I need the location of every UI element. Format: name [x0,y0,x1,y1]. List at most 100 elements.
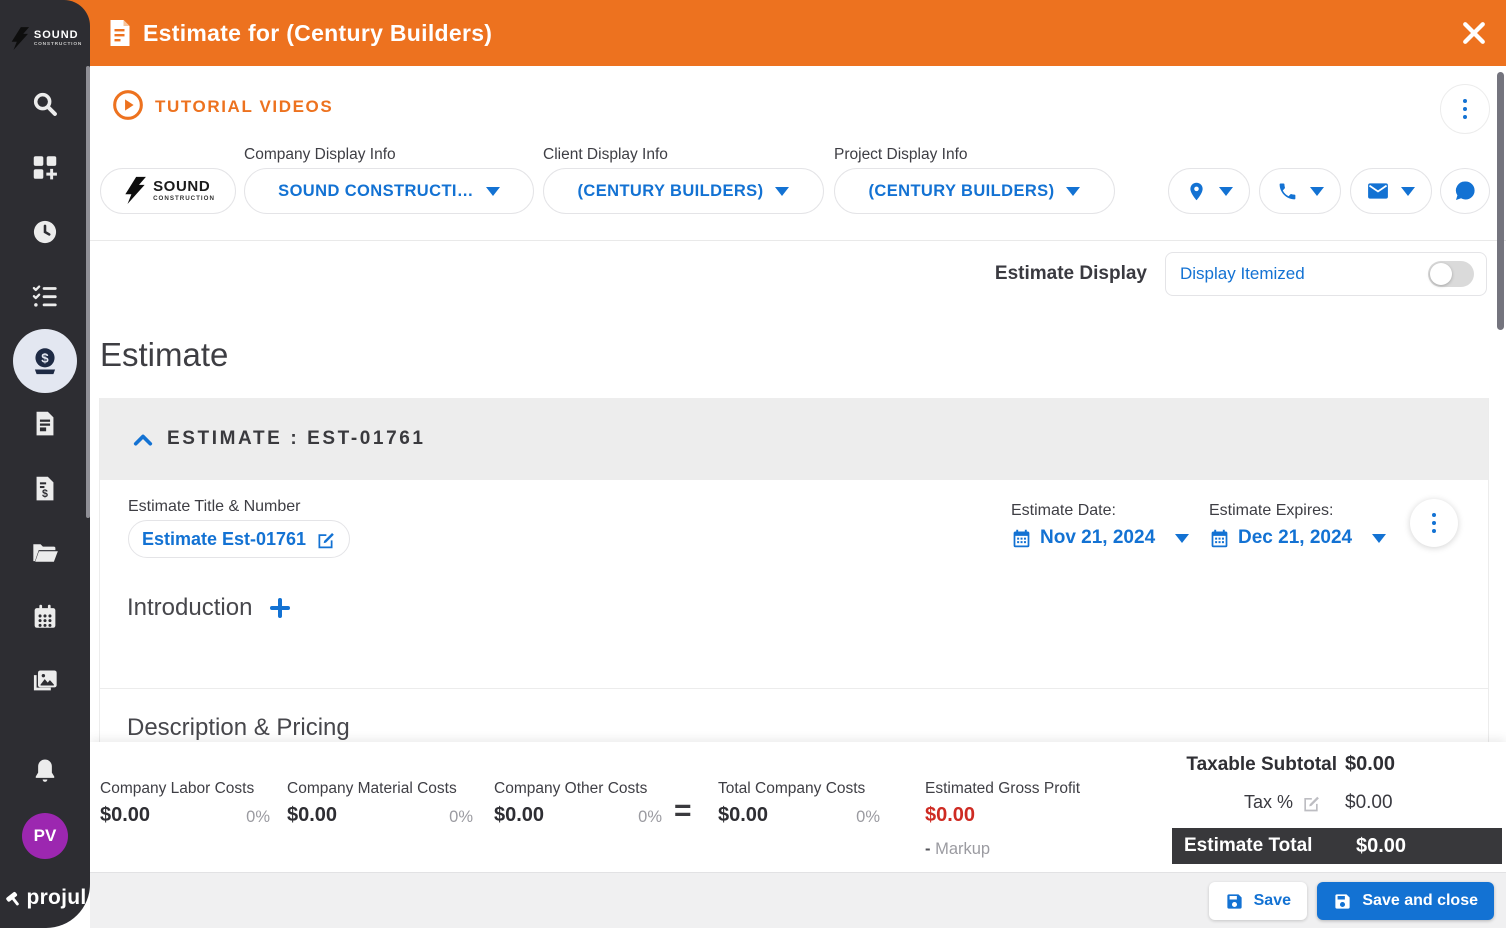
save-icon [1335,893,1350,909]
project-display-dropdown[interactable]: (CENTURY BUILDERS) [834,168,1115,214]
labor-costs-label: Company Labor Costs [100,780,255,797]
document-icon [110,20,130,46]
totals-summary-bar: Company Labor Costs $0.00 0% Company Mat… [90,742,1506,872]
estimate-section-title: ESTIMATE : EST-01761 [167,428,426,449]
markup-note: - Markup [925,840,991,858]
chevron-down-icon [1401,186,1415,196]
modal-footer: Save Save and close [90,872,1506,928]
more-options-button[interactable] [1440,84,1490,134]
sidebar-item-invoices[interactable]: $ [32,475,59,502]
estimate-total-value: $0.00 [1356,835,1407,857]
sidebar-item-apps[interactable] [32,154,59,181]
page-title: Estimate for (Century Builders) [143,19,493,46]
sidebar-item-photos[interactable] [30,667,60,695]
sidebar-item-notifications[interactable] [32,757,59,784]
other-costs-value: $0.00 [494,804,545,826]
company-display-info-label: Company Display Info [244,146,396,163]
svg-text:$: $ [42,488,48,500]
introduction-heading: Introduction [127,594,253,621]
sidebar-logo-line1: SOUND [33,29,79,42]
apps-add-icon [33,156,57,180]
labor-costs-pct: 0% [246,808,270,826]
equals-sign: = [674,794,692,827]
total-costs-label: Total Company Costs [718,780,866,797]
chevron-down-icon [1218,186,1233,196]
phone-dropdown-button[interactable] [1259,168,1341,214]
sidebar: SOUND CONSTRUCTION [0,0,90,928]
estimate-title-label: Estimate Title & Number [128,498,301,515]
photos-icon [33,670,57,691]
sidebar-item-estimates[interactable] [32,410,59,437]
chevron-down-icon [1066,186,1081,196]
save-button[interactable]: Save [1208,882,1307,920]
display-itemized-box: Display Itemized [1165,252,1487,296]
estimate-date-picker[interactable]: Nov 21, 2024 [1011,527,1190,549]
display-itemized-toggle[interactable] [1428,261,1474,287]
estimate-total-label: Estimate Total [1184,835,1313,856]
modal-scrollbar-thumb[interactable] [1497,72,1504,330]
estimate-more-options-button[interactable] [1410,499,1458,547]
material-costs-pct: 0% [449,808,473,826]
labor-costs-value: $0.00 [100,804,151,826]
calendar-icon [34,604,56,628]
play-circle-icon[interactable] [112,89,144,121]
clock-icon [33,220,57,244]
estimate-heading: Estimate [100,336,229,373]
client-display-info-label: Client Display Info [543,146,668,163]
projul-brand: projul [3,886,86,910]
sidebar-item-search[interactable] [31,90,59,118]
estimate-expires-picker[interactable]: Dec 21, 2024 [1209,527,1387,549]
other-costs-label: Company Other Costs [494,780,648,797]
avatar-initials: PV [22,813,68,859]
tax-label: Tax % [1243,792,1293,812]
sidebar-item-files[interactable] [30,539,60,567]
project-display-info-label: Project Display Info [834,146,968,163]
modal-header-bar [0,0,1506,66]
estimate-section-header[interactable]: ESTIMATE : EST-01761 [100,398,1488,480]
sidebar-item-sales-active[interactable]: $ [13,329,77,393]
sidebar-item-schedule[interactable] [32,603,59,630]
divider [100,688,1488,689]
estimate-total-bar: Estimate Total $0.00 [1172,828,1502,864]
gross-profit-label: Estimated Gross Profit [925,780,1081,797]
company-display-dropdown[interactable]: SOUND CONSTRUCTI… [244,168,534,214]
display-itemized-label[interactable]: Display Itemized [1180,264,1305,283]
company-logo-pill: SOUND CONSTRUCTION [100,168,236,214]
money-icon: $ [34,348,56,375]
estimate-display-label: Estimate Display [994,263,1147,284]
close-icon[interactable] [1459,18,1489,48]
email-dropdown-button[interactable] [1350,168,1432,214]
material-costs-value: $0.00 [287,804,338,826]
estimate-title-edit-pill[interactable]: Estimate Est-01761 [128,520,350,558]
save-icon [1227,893,1242,909]
tax-value: $0.00 [1345,792,1393,813]
save-and-close-button[interactable]: Save and close [1317,882,1494,920]
checklist-icon [32,285,57,307]
client-display-dropdown[interactable]: (CENTURY BUILDERS) [543,168,824,214]
other-costs-pct: 0% [638,808,662,826]
user-avatar[interactable]: PV [22,813,68,859]
calendar-icon [1211,529,1228,547]
tutorial-videos-link[interactable]: TUTORIAL VIDEOS [155,97,334,116]
edit-tax-icon[interactable] [1301,793,1321,813]
modal-content: TUTORIAL VIDEOS Company Display Info Cli… [90,66,1506,872]
inner-scrollbar[interactable] [86,66,90,518]
address-dropdown-button[interactable] [1168,168,1250,214]
invoice-document-icon: $ [36,476,54,501]
sound-construction-logo-icon [125,176,146,204]
chat-button[interactable] [1440,168,1490,214]
phone-icon [1279,183,1295,199]
chevron-down-icon [1372,533,1387,543]
chevron-down-icon [1175,533,1190,543]
taxable-subtotal-value: $0.00 [1345,753,1396,775]
sidebar-company-logo: SOUND CONSTRUCTION [0,26,90,52]
svg-text:$: $ [41,350,49,365]
search-icon [33,92,57,116]
sidebar-item-time[interactable] [31,218,59,246]
chevron-down-icon [485,186,500,196]
sidebar-item-tasks[interactable] [31,282,59,310]
hammer-icon [6,892,19,906]
logo-pill-line2: CONSTRUCTION [153,195,215,203]
add-introduction-button[interactable] [270,598,291,618]
divider [90,240,1506,241]
